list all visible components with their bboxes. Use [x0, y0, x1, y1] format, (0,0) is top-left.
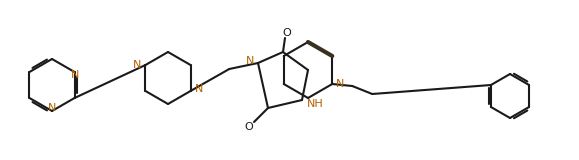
Text: NH: NH [307, 99, 324, 109]
Text: N: N [336, 79, 345, 89]
Text: N: N [133, 60, 141, 70]
Text: N: N [245, 56, 254, 66]
Text: N: N [48, 103, 56, 113]
Text: O: O [244, 122, 254, 132]
Text: O: O [283, 28, 291, 38]
Text: N: N [71, 70, 80, 80]
Text: N: N [195, 84, 203, 94]
